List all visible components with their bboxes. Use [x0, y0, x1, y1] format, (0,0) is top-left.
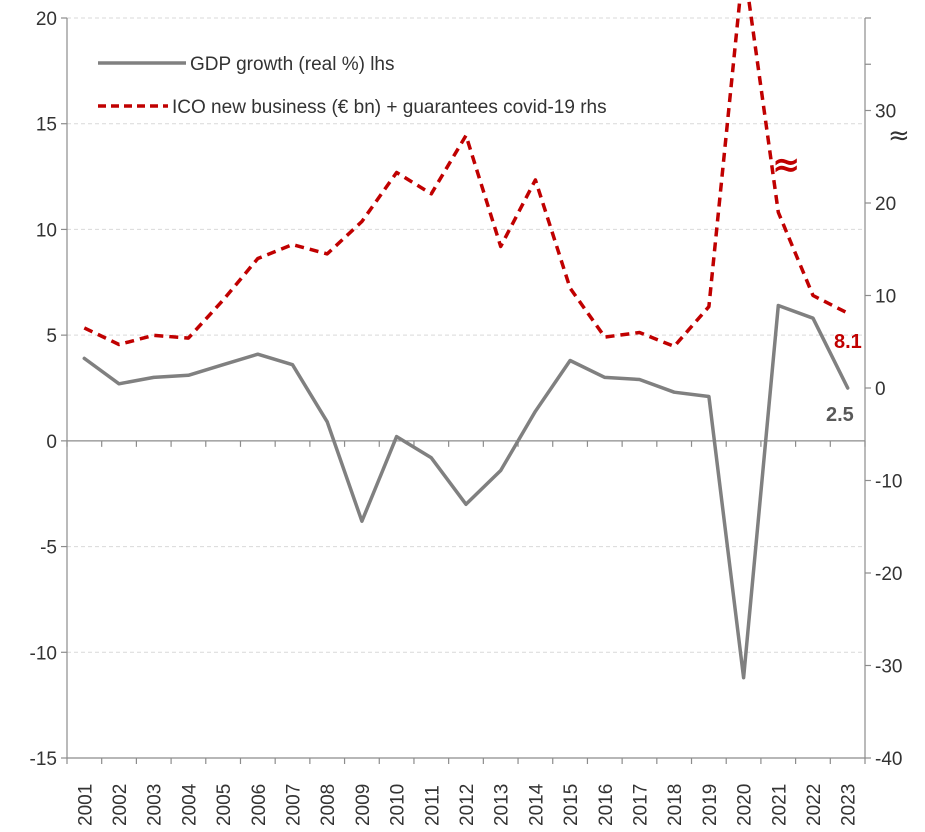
x-tick-label: 2004 — [179, 783, 200, 826]
x-tick-label: 2008 — [318, 784, 339, 826]
x-tick-label: 2002 — [110, 784, 131, 826]
series — [82, 0, 850, 680]
left-tick-label: 20 — [36, 9, 57, 30]
x-tick-label: 2010 — [388, 784, 409, 826]
legend-label-ico: ICO new business (€ bn) + guarantees cov… — [172, 97, 607, 118]
gridlines — [67, 17, 865, 653]
right-tick-label: 30 — [875, 102, 896, 123]
right-tick-label: -20 — [875, 564, 902, 585]
left-tick-label: 5 — [46, 326, 57, 347]
x-tick-label: 2017 — [630, 784, 651, 826]
x-tick-label: 2013 — [492, 784, 513, 826]
ico-end-label: 8.1 — [834, 331, 862, 353]
x-tick-label: 2001 — [75, 784, 96, 826]
right-axis-ticks: -40 -30 -20 -10 0 10 20 30 — [865, 17, 902, 770]
gdp-end-label: 2.5 — [826, 404, 854, 426]
right-tick-label: -40 — [875, 749, 902, 770]
series-line-ico — [83, 0, 849, 349]
x-tick-label: 2007 — [284, 784, 305, 826]
right-tick-label: -30 — [875, 657, 902, 678]
x-tick-label: 2015 — [561, 784, 582, 826]
x-tick-label: 2018 — [665, 784, 686, 826]
right-tick-label: 10 — [875, 287, 896, 308]
series-break-mark: ≈ — [772, 145, 801, 185]
legend: GDP growth (real %) lhs ICO new business… — [98, 54, 607, 118]
x-tick-label: 2020 — [735, 784, 756, 826]
left-tick-label: -15 — [30, 749, 57, 770]
x-tick-label: 2016 — [596, 784, 617, 826]
x-tick-label: 2012 — [457, 784, 478, 826]
left-tick-label: 15 — [36, 115, 57, 136]
axis-break-mark: ≈ — [888, 121, 910, 151]
x-tick-label: 2011 — [422, 785, 443, 826]
right-tick-label: -10 — [875, 472, 902, 493]
x-tick-label: 2014 — [526, 783, 547, 826]
left-tick-label: 0 — [46, 432, 57, 453]
axes — [66, 18, 866, 759]
series-line-gdp — [82, 303, 850, 680]
x-tick-label: 2005 — [214, 784, 235, 826]
x-tick-label: 2021 — [769, 784, 790, 826]
x-tick-label: 2023 — [839, 784, 860, 826]
right-tick-label: 20 — [875, 194, 896, 215]
left-tick-label: -5 — [40, 538, 57, 559]
left-tick-label: -10 — [30, 643, 57, 664]
left-axis-ticks: -15 -10 -5 0 5 10 15 20 — [30, 9, 67, 770]
x-tick-label: 2003 — [145, 784, 166, 826]
x-tick-label: 2022 — [804, 784, 825, 826]
left-tick-label: 10 — [36, 220, 57, 241]
legend-label-gdp: GDP growth (real %) lhs — [190, 54, 395, 75]
x-tick-label: 2006 — [249, 784, 270, 826]
x-tick-label: 2019 — [700, 784, 721, 826]
x-tick-label: 2009 — [353, 784, 374, 826]
x-axis-ticks: 2001 2002 2003 2004 2005 2006 2007 2008 2009 2010… — [66, 440, 866, 826]
right-tick-label: 0 — [875, 379, 886, 400]
